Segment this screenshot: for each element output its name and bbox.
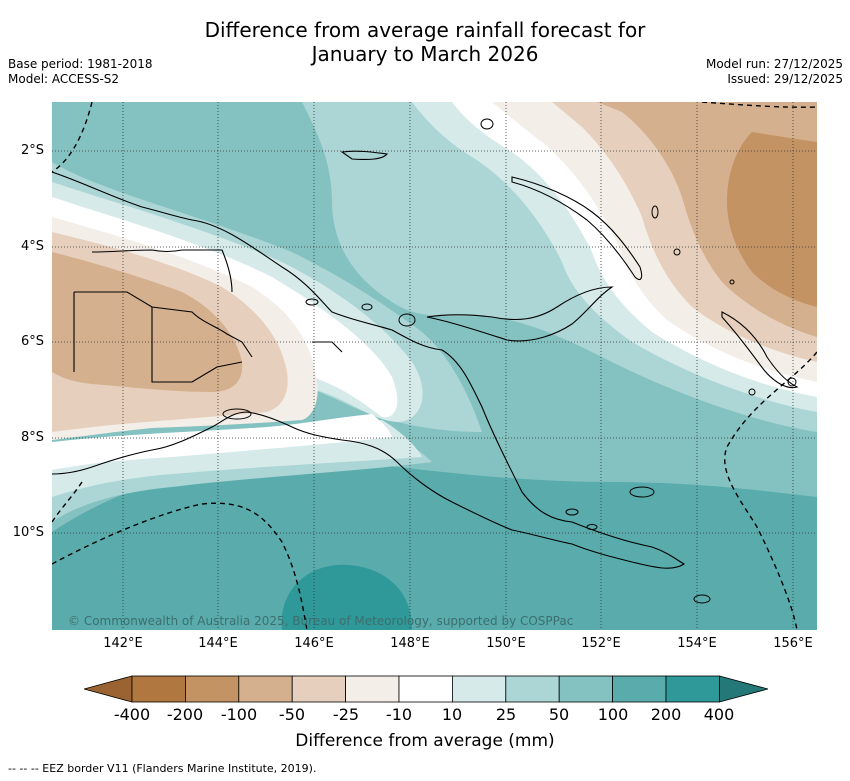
title-line-1: Difference from average rainfall forecas… [204, 18, 646, 42]
rainfall-map: © Commonwealth of Australia 2025, Bureau… [52, 102, 817, 630]
lon-label-154e: 154°E [677, 636, 717, 651]
coastlines [52, 150, 799, 569]
colorbar-swatch [345, 675, 400, 703]
meta-right: Model run: 27/12/2025 Issued: 29/12/2025 [706, 57, 843, 87]
base-period: Base period: 1981-2018 [8, 57, 153, 71]
band-neutral-south [52, 414, 392, 470]
colorbar-label: -400 [113, 705, 151, 724]
colorbar-label: 25 [495, 705, 517, 724]
model-run: Model run: 27/12/2025 [705, 57, 843, 71]
colorbar-swatch [185, 675, 240, 703]
lat-label-4s: 4°S [20, 239, 44, 254]
colorbar-swatch [291, 675, 346, 703]
colorbar-swatch [558, 675, 614, 703]
band-minus50-100-west [52, 252, 243, 392]
lat-label-2s: 2°S [20, 143, 44, 158]
eez-borders [52, 102, 817, 630]
colorbar-label: -50 [278, 705, 306, 724]
colorbar-swatch [505, 675, 560, 703]
lon-label-148e: 148°E [390, 636, 430, 651]
colorbar-label: -200 [166, 705, 204, 724]
lat-label-10s: 10°S [12, 525, 44, 540]
colorbar-swatch [665, 675, 720, 703]
lon-label-142e: 142°E [103, 636, 143, 651]
lon-label-156e: 156°E [773, 636, 813, 651]
colorbar-label: 200 [650, 705, 682, 724]
colorbar-label: -25 [332, 705, 360, 724]
colorbar-low-arrow [84, 675, 133, 703]
title-line-2: January to March 2026 [311, 42, 539, 66]
lat-label-6s: 6°S [20, 334, 44, 349]
meta-left: Base period: 1981-2018 Model: ACCESS-S2 [8, 57, 153, 87]
colorbar-swatch [612, 675, 667, 703]
islands [222, 118, 797, 604]
band-100-200 [52, 459, 817, 630]
lon-label-152e: 152°E [581, 636, 621, 651]
colorbar-label: -10 [385, 705, 413, 724]
colorbar-label: 50 [548, 705, 570, 724]
colorbar-swatch [131, 675, 186, 703]
lon-label-146e: 146°E [294, 636, 334, 651]
map-svg: © Commonwealth of Australia 2025, Bureau… [52, 102, 817, 630]
band-200-400 [281, 564, 412, 630]
colorbar-title: Difference from average (mm) [295, 731, 555, 751]
graticule [52, 102, 817, 630]
lat-label-8s: 8°S [20, 430, 44, 445]
issued-date: Issued: 29/12/2025 [727, 72, 843, 86]
map-title: Difference from average rainfall forecas… [0, 18, 850, 66]
lon-label-150e: 150°E [486, 636, 526, 651]
colorbar-label: -100 [220, 705, 258, 724]
colorbar-label: 100 [597, 705, 629, 724]
colorbar-high-arrow [719, 675, 768, 703]
colorbar-label: 10 [441, 705, 463, 724]
lon-label-144e: 144°E [198, 636, 238, 651]
colorbar [84, 675, 768, 703]
colorbar-label: 400 [703, 705, 735, 724]
colorbar-swatch [451, 675, 507, 703]
copyright-text: © Commonwealth of Australia 2025, Bureau… [68, 614, 573, 628]
model-name: Model: ACCESS-S2 [8, 72, 120, 86]
band-minus100-200 [727, 132, 817, 307]
colorbar-swatch [398, 675, 453, 703]
eez-footnote: -- -- -- EEZ border V11 (Flanders Marine… [8, 762, 317, 775]
colorbar-swatch [238, 675, 293, 703]
